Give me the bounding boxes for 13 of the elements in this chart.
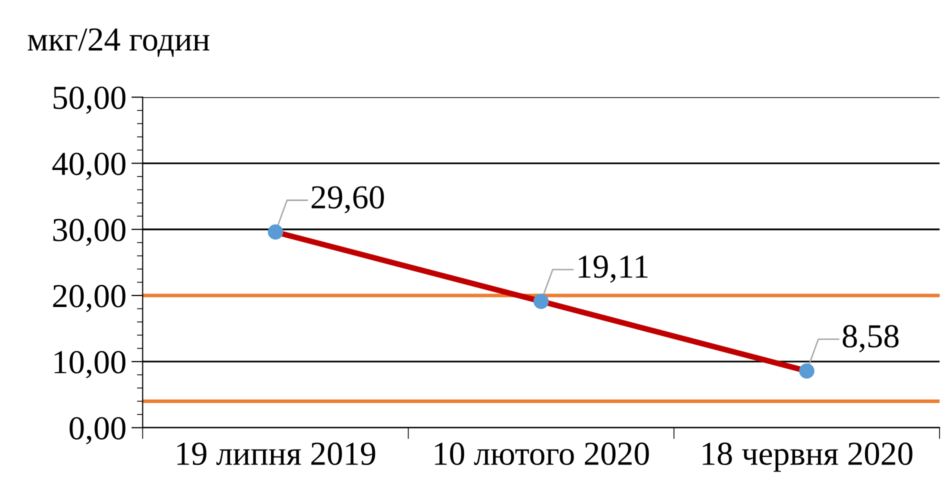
x-tick-label: 19 липня 2019 [177, 442, 376, 466]
y-tick-label: 10,00 [54, 350, 126, 378]
data-label: 29,60 [312, 186, 384, 214]
y-tick-label: 40,00 [52, 152, 126, 180]
y-tick-label: 30,00 [53, 218, 126, 246]
y-tick-label: 20,00 [53, 284, 126, 312]
y-axis-title: мкг/24 годин [28, 28, 210, 57]
x-tick-label: 18 червня 2020 [702, 442, 912, 472]
y-tick-label: 50,00 [54, 86, 126, 114]
y-tick-label: 0,00 [70, 417, 126, 444]
x-tick-label: 10 лютого 2020 [435, 442, 649, 466]
data-label: 8,58 [842, 325, 899, 352]
data-label: 19,11 [578, 256, 648, 283]
